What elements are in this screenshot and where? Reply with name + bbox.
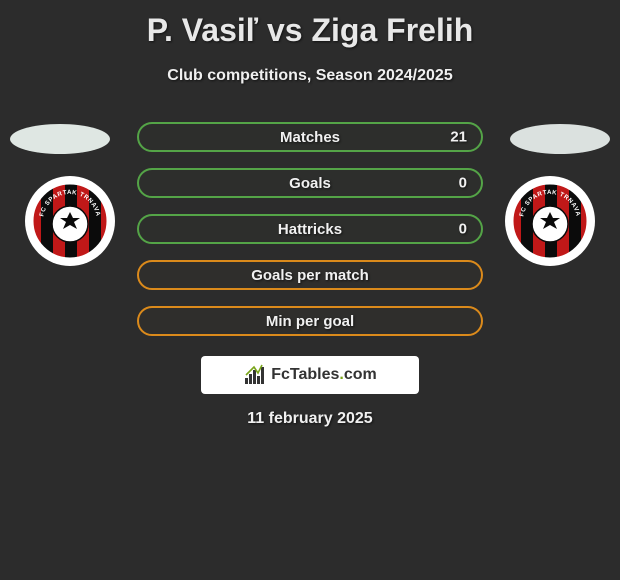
stat-value-right: 0 (459, 175, 467, 192)
player-photo-placeholder-right (510, 124, 610, 154)
stat-row-min-per-goal: Min per goal (137, 306, 483, 336)
stat-row-matches: Matches 21 (137, 122, 483, 152)
stat-row-goals: Goals 0 (137, 168, 483, 198)
stat-rows: Matches 21 Goals 0 Hattricks 0 Goals per… (137, 122, 483, 352)
stat-label: Goals per match (251, 267, 369, 284)
subtitle: Club competitions, Season 2024/2025 (0, 67, 620, 85)
stat-label: Hattricks (278, 221, 342, 238)
spartak-trnava-crest-icon: FC SPARTAK TRNAVA (29, 180, 111, 262)
page-title: P. Vasiľ vs Ziga Frelih (0, 0, 620, 49)
stat-row-hattricks: Hattricks 0 (137, 214, 483, 244)
brand-name: FcTables (271, 366, 339, 383)
date-text: 11 february 2025 (0, 410, 620, 428)
club-badge-right: FC SPARTAK TRNAVA (505, 176, 595, 266)
stat-label: Min per goal (266, 313, 354, 330)
brand-watermark: FcTables.com (201, 356, 419, 394)
brand-text: FcTables.com (271, 366, 377, 384)
stat-value-right: 0 (459, 221, 467, 238)
spartak-trnava-crest-icon: FC SPARTAK TRNAVA (509, 180, 591, 262)
comparison-card: P. Vasiľ vs Ziga Frelih Club competition… (0, 0, 620, 580)
player-photo-placeholder-left (10, 124, 110, 154)
bars-icon (243, 364, 267, 386)
stat-label: Goals (289, 175, 331, 192)
stat-value-right: 21 (450, 129, 467, 146)
brand-tld: com (344, 366, 377, 383)
club-badge-left: FC SPARTAK TRNAVA (25, 176, 115, 266)
stat-row-goals-per-match: Goals per match (137, 260, 483, 290)
stat-label: Matches (280, 129, 340, 146)
